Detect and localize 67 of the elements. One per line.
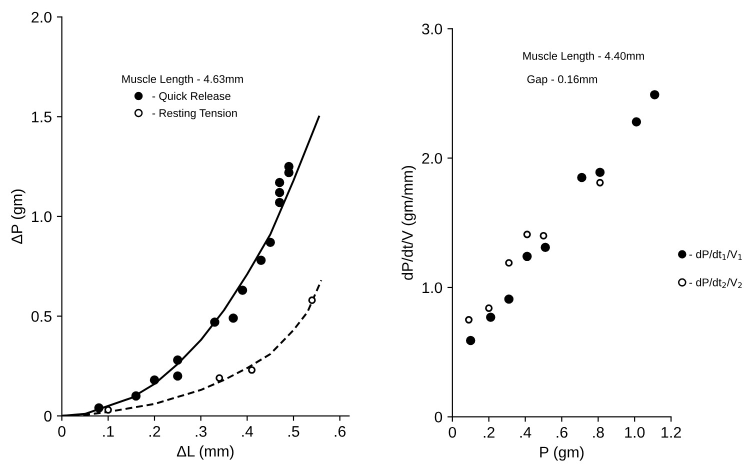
y-tick-label: 2.0 — [32, 12, 52, 23]
x-tick-label: 0 — [58, 426, 66, 437]
point — [523, 230, 531, 238]
point — [173, 371, 182, 381]
point — [308, 296, 316, 304]
annotation: Muscle Length - 4.40mm — [523, 52, 644, 62]
y-tick-label: 0 — [434, 412, 442, 423]
legend-title: Muscle Length - 4.63mm — [122, 74, 243, 86]
point — [216, 374, 224, 382]
point — [540, 242, 550, 252]
point — [486, 312, 496, 322]
point — [632, 117, 642, 127]
point — [595, 168, 605, 177]
y-tick-label: 1.5 — [32, 112, 52, 122]
point — [266, 238, 275, 247]
point — [540, 232, 548, 240]
point — [284, 162, 294, 172]
x-tick-label: .4 — [242, 426, 254, 437]
point — [504, 294, 514, 304]
x-tick-label: .2 — [484, 426, 494, 438]
x-tick-label: .2 — [150, 426, 160, 437]
x-tick-label: .8 — [593, 426, 604, 438]
legend-label: - dP/dt$_{1}$/V$_{1}$ — [689, 250, 742, 260]
x-axis-title: P (gm) — [540, 446, 584, 461]
legend-label: - Quick Release — [152, 92, 230, 102]
point — [505, 259, 513, 267]
point — [94, 403, 104, 413]
point — [485, 304, 493, 312]
y-tick-label: 3.0 — [422, 24, 442, 34]
y-axis-title: dP/dt/V (gm/mm) — [402, 166, 416, 280]
y-axis-title: ΔP (gm) — [11, 189, 26, 244]
y-tick-label: 2.0 — [422, 152, 442, 164]
point — [274, 198, 284, 208]
point — [228, 314, 238, 323]
point — [465, 316, 473, 324]
x-tick-label: .3 — [196, 426, 207, 437]
point — [173, 355, 182, 365]
point — [522, 252, 532, 262]
x-tick-label: .4 — [520, 427, 532, 438]
legend-label: - dP/dt$_{2}$/V$_{2}$ — [689, 278, 742, 288]
point — [150, 375, 160, 385]
y-tick-label: 1.0 — [32, 211, 52, 222]
point — [650, 90, 660, 100]
point — [248, 366, 256, 374]
point — [131, 391, 141, 401]
x-axis-title: ΔL (mm) — [176, 445, 234, 460]
y-tick-label: 1.0 — [422, 282, 442, 294]
point — [274, 178, 284, 188]
point — [577, 172, 586, 182]
x-tick-label: 0 — [448, 426, 456, 438]
point — [104, 406, 112, 414]
annotation: Gap - 0.16mm — [527, 75, 598, 86]
legend-label: - Resting Tension — [152, 108, 237, 120]
y-tick-label: 0 — [44, 410, 52, 422]
x-tick-label: .1 — [103, 426, 114, 437]
x-tick-label: .6 — [334, 426, 346, 437]
point — [596, 178, 604, 186]
x-tick-label: 1.0 — [625, 426, 645, 438]
x-tick-label: 1.2 — [662, 426, 681, 438]
x-tick-label: .6 — [556, 426, 568, 438]
point — [466, 336, 476, 346]
point — [274, 188, 284, 198]
point — [238, 286, 248, 295]
point — [210, 318, 220, 327]
x-tick-label: .5 — [288, 426, 300, 437]
y-tick-label: 0.5 — [31, 311, 52, 322]
point — [256, 256, 266, 265]
